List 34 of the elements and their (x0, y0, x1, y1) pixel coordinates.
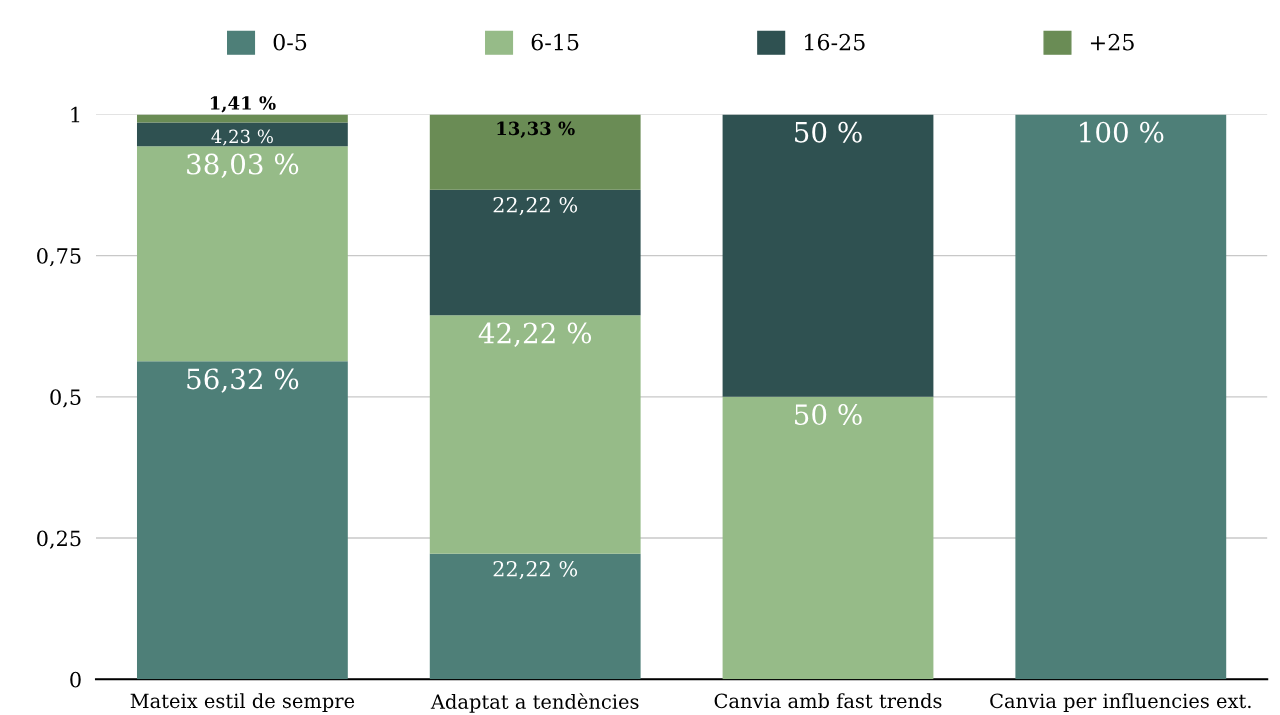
data-label: 4,23 % (211, 129, 273, 146)
data-label: 56,32 % (187, 368, 299, 393)
bar (429, 315, 641, 554)
y-tick-label: 0,5 (50, 389, 81, 408)
data-label: 50 % (795, 404, 862, 426)
y-tick-label: 0,25 (37, 530, 81, 549)
x-tick-label: Mateix estil de sempre (130, 693, 355, 712)
y-tick-label: 0 (70, 671, 81, 688)
data-label: 13,33 % (497, 121, 575, 138)
y-tick-label: 0,75 (37, 248, 81, 267)
bar (136, 122, 348, 147)
bar (1015, 114, 1227, 680)
bar (429, 114, 641, 190)
bar (722, 114, 934, 397)
data-label: 1,41 % (210, 96, 276, 113)
data-label: 42,22 % (478, 322, 592, 347)
data-label: 38,03 % (187, 153, 299, 178)
legend-label: +25 (1090, 33, 1134, 51)
data-label: 22,22 % (493, 196, 578, 216)
y-tick-label: 1 (71, 106, 80, 123)
data-label: 50 % (795, 121, 862, 143)
bar (429, 553, 641, 680)
x-tick-label: Canvia per influencies ext. (990, 693, 1251, 712)
data-label: 100 % (1080, 121, 1164, 143)
bar (722, 396, 934, 680)
data-label: 22,22 % (493, 560, 578, 580)
legend-label: 6-15 (531, 33, 579, 51)
legend-label: 0-5 (273, 33, 307, 51)
x-tick-label: Adaptat a tendències (430, 693, 639, 713)
bar (429, 189, 641, 316)
x-tick-label: Canvia amb fast trends (714, 693, 942, 709)
bar (136, 146, 348, 362)
legend-label: 16-25 (805, 33, 865, 51)
bar (136, 361, 348, 680)
